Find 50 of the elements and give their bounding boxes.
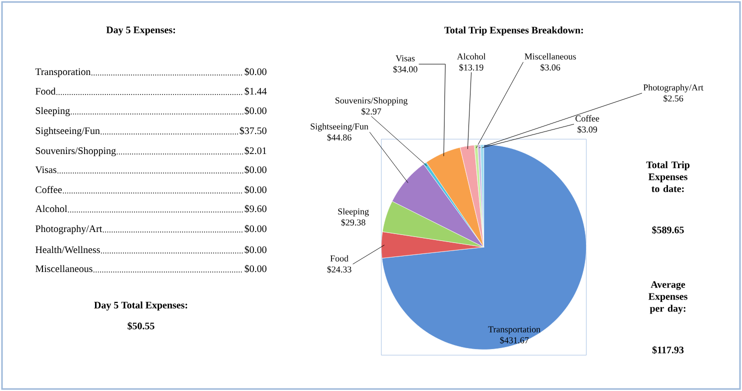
category-label: Coffee [36,186,62,194]
category-label: Transporation [35,68,91,78]
category-label: Sleeping [36,107,70,116]
category-label: Health/Wellness [35,246,100,254]
data-label: $44.86 [327,134,352,142]
text: $1.44 [244,87,267,96]
text: $2.01 [244,146,266,155]
text: $589.65 [652,226,684,234]
text: $117.93 [652,346,684,354]
text: $50.55 [128,322,154,330]
text: $0.00 [244,224,266,233]
slice-label: Coffee [576,115,600,122]
text: $9.60 [244,204,266,213]
slice-label: Sightseeing/Fun [310,123,368,132]
text: Average Expenses per day: [648,281,688,314]
data-label: $431.67 [500,336,529,344]
slice-label: Souvenirs/Shopping [336,97,408,106]
text: $0.00 [244,264,266,273]
slice-label: Alcohol [456,53,486,60]
slice-label: Visas [396,55,415,62]
slice-label: Sleeping [338,208,369,216]
text: $0.00 [244,186,266,194]
data-label: $13.19 [459,64,484,72]
text: Day 5 Total Expenses: [94,301,188,311]
text: $0.00 [244,246,266,254]
text: $0.00 [244,68,266,76]
data-label: $2.97 [362,108,382,116]
category-label: Souvenirs/Shopping [36,147,116,156]
category-label: Miscellaneous [35,265,92,272]
chart-title: Total Trip Expenses Breakdown: [444,26,583,36]
text: Total Trip Expenses to date: [646,161,690,192]
data-label: $34.00 [393,66,418,73]
data-label: $24.33 [327,266,352,274]
category-label: Food [35,88,56,95]
data-label: $3.06 [540,64,560,72]
category-label: Photography/Art [35,225,102,234]
text: $0.00 [244,106,266,115]
slice-label: Photography/Art [643,84,704,92]
slice-label: Food [330,255,348,262]
data-label: $2.56 [664,94,684,102]
category-label: Sightseeing/Fun [36,127,100,136]
text: Day 5 Expenses: [106,26,175,36]
text: $0.00 [244,166,266,174]
category-label: Visas [35,166,56,174]
category-label: Alcohol [35,205,68,212]
data-label: $29.38 [341,218,366,226]
text: $37.50 [240,126,266,135]
data-label: $3.09 [578,126,598,134]
slice-label: Miscellaneous [524,53,576,60]
slice-label: Transportation [488,326,540,334]
